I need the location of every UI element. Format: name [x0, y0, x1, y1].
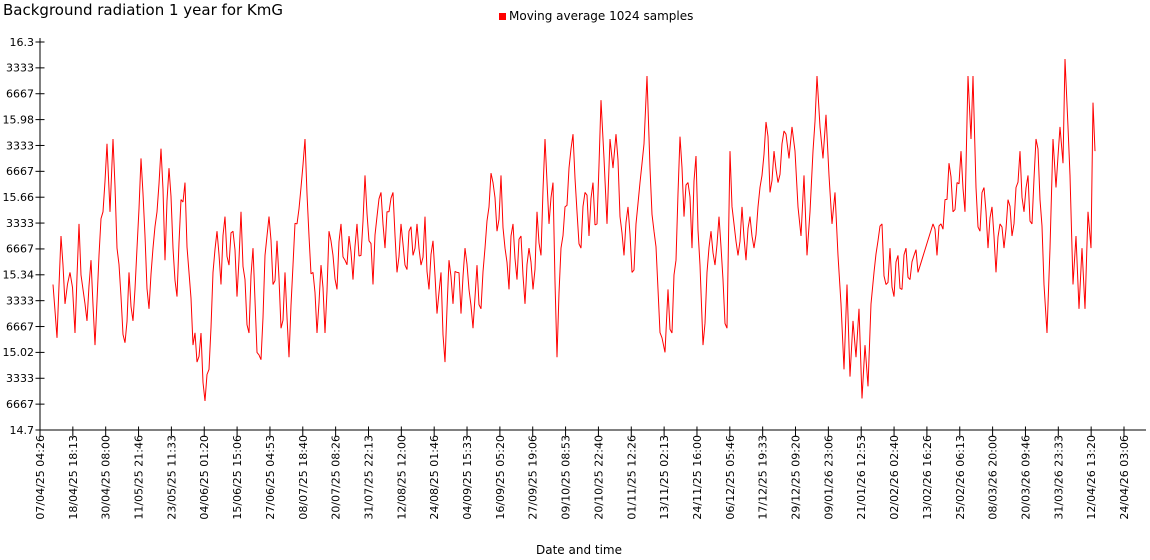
x-tick-label: 09/01/26 23:06: [822, 435, 835, 520]
x-tick-label: 29/12/25 09:20: [790, 435, 803, 520]
x-tick-label: 12/04/26 13:20: [1085, 435, 1098, 520]
x-tick-label: 27/09/25 19:06: [527, 435, 540, 520]
x-tick-label: 30/04/25 08:00: [100, 435, 113, 520]
legend-marker-icon: [499, 12, 506, 20]
x-tick-label: 08/03/26 20:00: [987, 435, 1000, 520]
x-axis-title: Date and time: [536, 543, 622, 557]
y-tick-label: 15.98: [3, 113, 35, 126]
x-tick-label: 20/10/25 22:40: [592, 435, 605, 520]
y-tick-label: 16.3: [10, 36, 35, 49]
x-tick-label: 25/02/26 06:13: [954, 435, 967, 520]
x-tick-label: 31/03/26 23:33: [1052, 435, 1065, 520]
legend-label: Moving average 1024 samples: [509, 9, 694, 23]
y-tick-label: 15.66: [3, 191, 35, 204]
x-tick-label: 21/01/26 12:53: [855, 435, 868, 520]
x-tick-label: 13/02/26 16:26: [921, 435, 934, 520]
y-tick-label: 3333: [6, 217, 34, 230]
x-tick-label: 31/07/25 22:13: [362, 435, 375, 520]
x-tick-label: 01/11/25 12:26: [625, 435, 638, 520]
x-tick-label: 20/03/26 09:46: [1019, 435, 1032, 520]
x-tick-label: 06/12/25 05:46: [724, 435, 737, 520]
y-tick-label: 15.34: [3, 269, 35, 282]
x-tick-label: 11/05/25 21:46: [133, 435, 146, 520]
x-tick-label: 04/09/25 15:33: [461, 435, 474, 520]
x-tick-label: 13/11/25 02:13: [658, 435, 671, 520]
x-tick-label: 20/07/25 08:26: [330, 435, 343, 520]
x-tick-label: 08/07/25 18:40: [297, 435, 310, 520]
x-tick-label: 15/06/25 15:06: [231, 435, 244, 520]
x-tick-label: 16/09/25 05:20: [494, 435, 507, 520]
y-tick-label: 6667: [6, 398, 34, 411]
y-tick-label: 3333: [6, 372, 34, 385]
x-tick-label: 27/06/25 04:53: [264, 435, 277, 520]
x-tick-label: 12/08/25 12:00: [395, 435, 408, 520]
x-tick-label: 04/06/25 01:20: [198, 435, 211, 520]
x-tick-label: 18/04/25 18:13: [67, 435, 80, 520]
y-tick-label: 6667: [6, 165, 34, 178]
x-tick-label: 09/10/25 08:53: [560, 435, 573, 520]
y-tick-label: 6667: [6, 88, 34, 101]
x-tick-label: 23/05/25 11:33: [165, 435, 178, 520]
y-tick-label: 3333: [6, 139, 34, 152]
x-tick-label: 07/04/25 04:26: [34, 435, 47, 520]
y-tick-label: 6667: [6, 320, 34, 333]
chart-title: Background radiation 1 year for KmG: [3, 1, 284, 19]
x-tick-label: 24/11/25 16:00: [691, 435, 704, 520]
y-tick-label: 15.02: [3, 346, 35, 359]
series-line: [52, 58, 1096, 401]
x-tick-label: 17/12/25 19:33: [757, 435, 770, 520]
y-tick-label: 3333: [6, 294, 34, 307]
y-tick-label: 3333: [6, 62, 34, 75]
y-tick-label: 6667: [6, 243, 34, 256]
legend: Moving average 1024 samples: [499, 9, 693, 23]
x-tick-label: 24/08/25 01:46: [428, 435, 441, 520]
x-tick-label: 02/02/26 02:40: [888, 435, 901, 520]
y-tick-label: 14.7: [10, 424, 35, 437]
x-tick-label: 24/04/26 03:06: [1118, 435, 1131, 520]
